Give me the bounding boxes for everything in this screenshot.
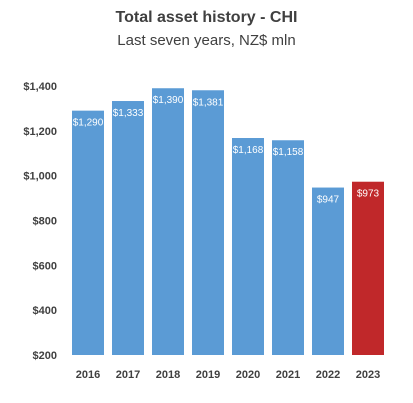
bar-2023 xyxy=(352,181,384,355)
bar-2017 xyxy=(112,101,144,355)
bar-2021 xyxy=(272,140,304,355)
x-tick-label: 2018 xyxy=(156,369,180,381)
y-tick-label: $400 xyxy=(33,305,57,317)
bar-2019 xyxy=(192,90,224,356)
x-axis-ticks: 2016 2017 2018 2019 2020 2021 2022 2023 xyxy=(76,369,380,381)
bar-2020 xyxy=(232,138,264,355)
x-tick-label: 2017 xyxy=(116,369,140,381)
chart-title: Total asset history - CHI xyxy=(115,9,298,26)
y-tick-label: $800 xyxy=(33,216,57,228)
x-tick-label: 2021 xyxy=(276,369,300,381)
data-label: $1,158 xyxy=(273,147,304,158)
data-label: $1,290 xyxy=(73,118,104,129)
x-tick-label: 2019 xyxy=(196,369,220,381)
x-tick-label: 2023 xyxy=(356,369,380,381)
data-label: $1,333 xyxy=(113,108,144,119)
y-tick-label: $1,200 xyxy=(23,126,57,138)
data-label: $947 xyxy=(317,195,340,206)
data-label: $973 xyxy=(357,189,380,200)
chart-subtitle: Last seven years, NZ$ mln xyxy=(117,32,296,49)
bar-2016 xyxy=(72,110,104,356)
y-tick-label: $1,400 xyxy=(23,81,57,93)
data-label: $1,168 xyxy=(233,145,264,156)
y-axis-ticks: $200 $400 $600 $800 $1,000 $1,200 $1,400 xyxy=(23,81,57,362)
data-labels: $1,290 $1,333 $1,390 $1,381 $1,168 $1,158 $947… xyxy=(73,95,380,205)
bar-2018 xyxy=(152,88,184,355)
data-label: $1,390 xyxy=(153,95,184,106)
x-tick-label: 2016 xyxy=(76,369,100,381)
y-tick-label: $1,000 xyxy=(23,171,57,183)
y-tick-label: $600 xyxy=(33,260,57,272)
x-tick-label: 2022 xyxy=(316,369,340,381)
bar-2022 xyxy=(312,187,344,355)
y-tick-label: $200 xyxy=(33,350,57,362)
bar-series xyxy=(72,88,384,356)
x-tick-label: 2020 xyxy=(236,369,260,381)
data-label: $1,381 xyxy=(193,97,224,108)
